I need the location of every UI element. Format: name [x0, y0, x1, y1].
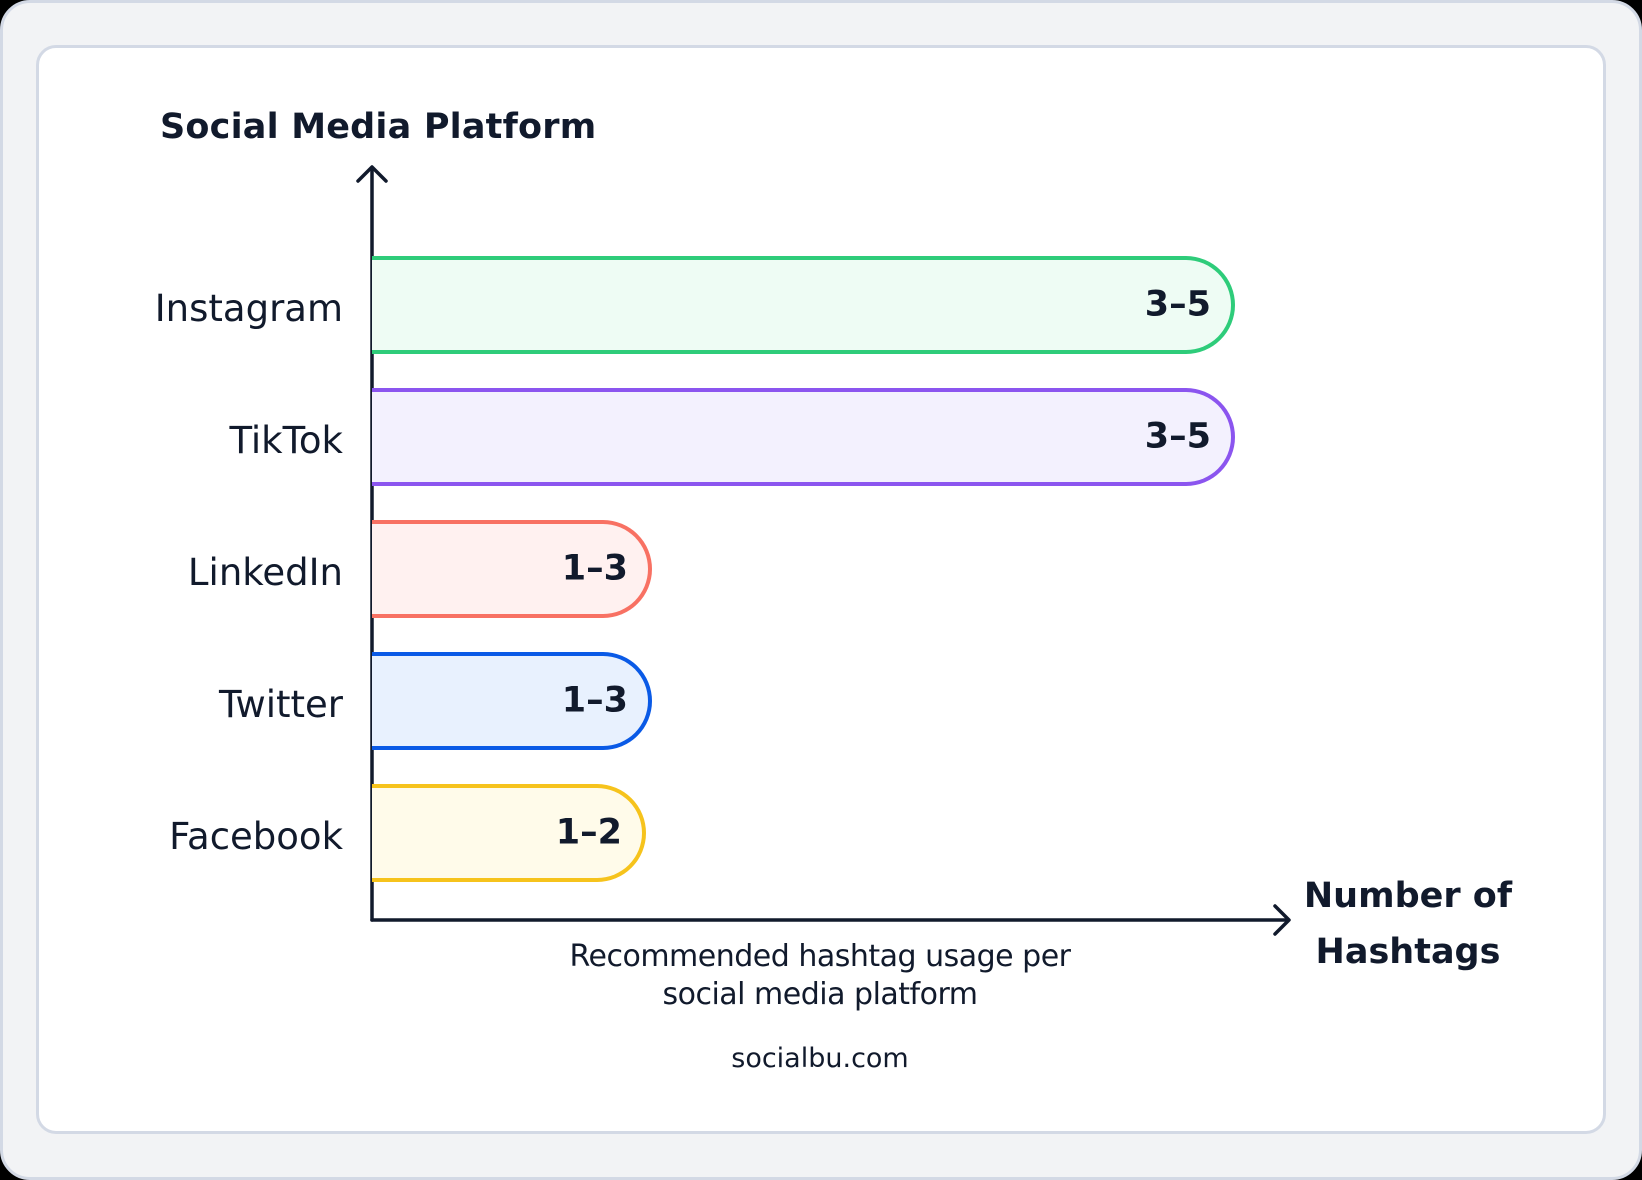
bar-facebook: 1–2 — [372, 784, 646, 882]
x-axis-title-line1: Number of — [1303, 876, 1513, 916]
caption-line1: Recommended hashtag usage per — [569, 939, 1071, 974]
bar-value-tiktok: 3–5 — [1144, 416, 1211, 457]
bar-value-instagram: 3–5 — [1144, 284, 1211, 325]
bar-instagram: 3–5 — [372, 256, 1235, 354]
bar-twitter: 1–3 — [372, 652, 652, 750]
category-label-linkedin: LinkedIn — [187, 551, 343, 594]
x-axis-title-line2: Hashtags — [1315, 932, 1501, 972]
bar-value-facebook: 1–2 — [555, 812, 622, 853]
bar-value-twitter: 1–3 — [561, 680, 628, 721]
x-axis-title: Number of Hashtags — [1296, 868, 1520, 980]
chart-caption: Recommended hashtag usage per social med… — [520, 938, 1120, 1014]
category-label-tiktok: TikTok — [229, 419, 343, 462]
bar-linkedin: 1–3 — [372, 520, 652, 618]
category-label-facebook: Facebook — [169, 815, 343, 858]
y-axis-title: Social Media Platform — [160, 107, 597, 147]
caption-line2: social media platform — [662, 977, 978, 1012]
chart-card — [36, 45, 1606, 1134]
source-credit: socialbu.com — [731, 1043, 909, 1074]
bar-value-linkedin: 1–3 — [561, 548, 628, 589]
category-label-instagram: Instagram — [154, 287, 343, 330]
bar-tiktok: 3–5 — [372, 388, 1235, 486]
category-label-twitter: Twitter — [218, 683, 343, 726]
